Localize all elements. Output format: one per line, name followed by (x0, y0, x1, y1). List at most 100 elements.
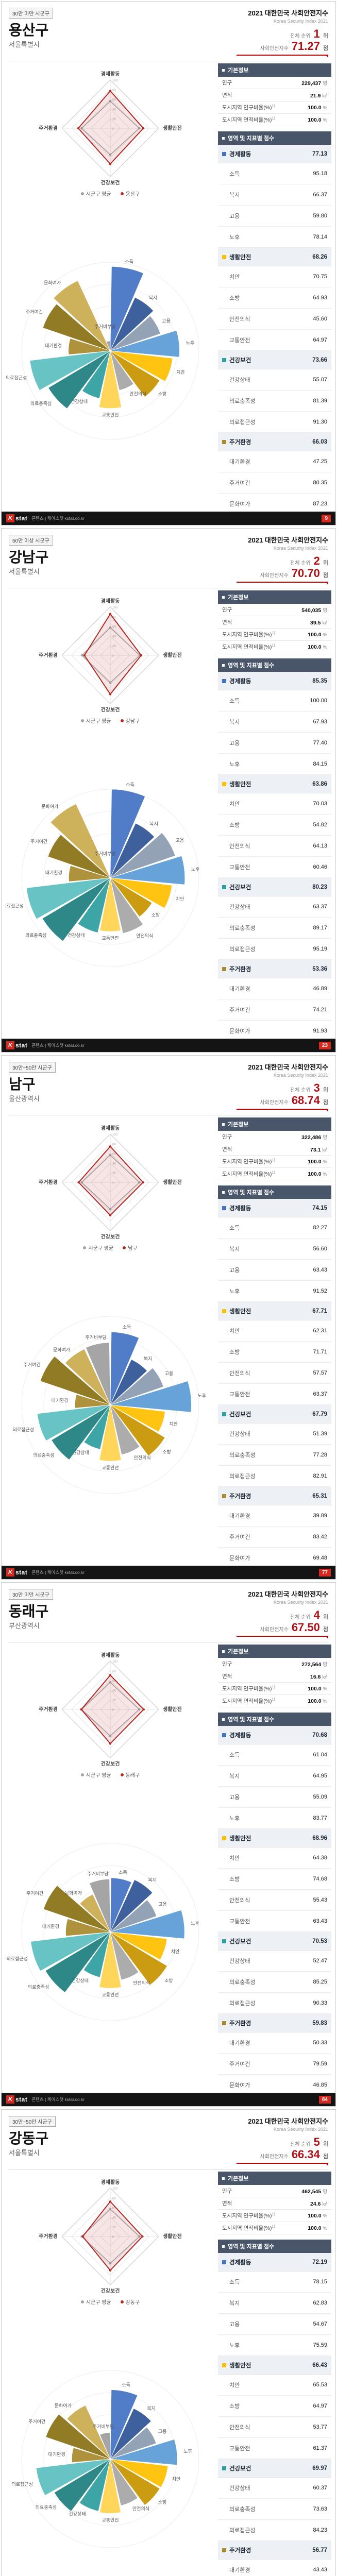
index-score-row: 사회안전지수 71.27 점 (237, 41, 328, 52)
svg-text:경제활동: 경제활동 (101, 1652, 120, 1658)
info-label: 도시지역 인구비율(%)1) (222, 631, 275, 638)
indicator-name: 의료접근성 (229, 946, 256, 953)
svg-text:고용: 고용 (165, 1371, 174, 1376)
info-value: 100.0 (308, 1158, 322, 1165)
radar-legend: 시군구 평균 강남구 (6, 716, 215, 724)
basic-info-table-header: 기본정보 (218, 63, 331, 77)
score-table: 영역 및 지표별 점수 경제활동 70.68 소득 61.04 복지 64.95 고용 55.… (218, 1713, 331, 2106)
indicator-name: 의료접근성 (229, 2001, 256, 2007)
basic-info-rows: 인구 462,545 명 면적 24.6 ㎢ 도시지역 인구비율(%)1) 100.0% 도시지… (218, 2185, 331, 2234)
svg-text:100: 100 (112, 79, 118, 82)
indicator-name: 의료충족성 (229, 1452, 256, 1459)
header-divider (9, 2169, 328, 2170)
indicator-row: 교통안전 64.97 (218, 330, 331, 351)
svg-text:안전의식: 안전의식 (133, 1980, 150, 1986)
rank-value: 4 (313, 1608, 320, 1621)
indicator-name: 고용 (229, 740, 240, 747)
report-subtitle: Korea Security Index 2021 (273, 1600, 328, 1605)
svg-text:100: 100 (112, 1660, 118, 1664)
indicator-score: 64.97 (313, 2403, 327, 2409)
info-value: 100.0 (308, 1171, 322, 1177)
svg-text:의료접근성: 의료접근성 (6, 903, 24, 909)
rose-petal-고용 (110, 315, 161, 351)
district-name: 동래구 (9, 1603, 49, 1619)
category-color-chip (222, 2260, 226, 2264)
score-group-row: 생활안전 68.96 (218, 1829, 331, 1848)
rose-petal-소방 (110, 1931, 167, 1986)
district-size-tag: 30만 미만 시군구 (9, 8, 53, 19)
svg-text:40: 40 (112, 635, 116, 638)
rose-petal-의료접근성 (30, 1931, 111, 1972)
category-name: 건강보건 (229, 357, 251, 364)
svg-text:경제활동: 경제활동 (101, 2179, 120, 2185)
indicator-score: 85.25 (313, 1979, 327, 1985)
info-label: 인구 (222, 607, 232, 613)
indicator-row: 안전의식 53.77 (218, 2417, 331, 2438)
indicator-name: 교통안전 (229, 1392, 250, 1398)
info-unit: 명 (323, 607, 327, 614)
indicator-row: 의료충족성 89.17 (218, 918, 331, 939)
svg-text:60: 60 (112, 1680, 116, 1683)
indicator-row: 안전의식 64.13 (218, 836, 331, 857)
basic-info-row: 면적 21.9 ㎢ (218, 89, 331, 101)
legend-average-label: 시군구 평균 (88, 1245, 114, 1251)
indicator-row: 소득 61.04 (218, 1744, 331, 1766)
indicator-name: 치안 (229, 1855, 240, 1861)
indicator-score: 87.23 (313, 501, 327, 507)
indicator-name: 노후 (229, 2343, 240, 2349)
indicator-name: 의료접근성 (229, 419, 256, 426)
indicator-score: 70.75 (313, 274, 327, 280)
indicator-score: 65.53 (313, 2382, 327, 2388)
legend-item-average: 시군구 평균 (83, 1244, 113, 1251)
indicator-row: 교통안전 60.46 (218, 857, 331, 878)
info-value: 21.9 (310, 92, 321, 99)
info-label: 도시지역 면적비율(%)1) (222, 643, 275, 651)
svg-text:치안: 치안 (176, 369, 185, 375)
indicator-name: 주거여건 (229, 2061, 250, 2067)
info-value: 272,564 (301, 1661, 322, 1668)
indicator-score: 50.33 (313, 2040, 327, 2046)
svg-text:소방: 소방 (158, 391, 167, 396)
rose-petal-대기환경 (72, 2447, 111, 2463)
charts-column: 0 20 40 60 80 100 경제활동 생활안전 건강보건 주거환경 시군구 평균 남구 소… (6, 1117, 215, 1579)
score-table: 영역 및 지표별 점수 경제활동 77.13 소득 95.18 복지 66.37 고용 59.… (218, 131, 331, 525)
legend-item-average: 시군구 평균 (80, 717, 111, 724)
indicator-row: 교통안전 61.37 (218, 2438, 331, 2459)
indicator-score: 63.37 (313, 1391, 327, 1397)
info-value: 24.6 (310, 2200, 321, 2207)
score-unit: 점 (323, 572, 328, 579)
rank-unit: 위 (323, 2141, 328, 2147)
average-series-marker (80, 1773, 84, 1777)
indicator-score: 47.25 (313, 459, 327, 465)
category-color-chip (222, 1309, 226, 1313)
indicator-row: 소방 54.82 (218, 815, 331, 836)
indicator-row: 건강상태 63.37 (218, 896, 331, 918)
rose-petal-고용 (110, 1367, 164, 1405)
info-value-cell: 540,035 명 (301, 606, 327, 614)
svg-text:주거여건: 주거여건 (23, 1362, 40, 1367)
svg-text:대기환경: 대기환경 (45, 870, 62, 875)
score-label: 사회안전지수 (260, 1100, 289, 1106)
indicator-name: 복지 (229, 192, 240, 198)
indicator-score: 56.60 (313, 1246, 327, 1252)
indicator-name: 노후 (229, 761, 240, 768)
rose-petal-복지 (110, 1359, 147, 1405)
index-score-row: 사회안전지수 67.50 점 (237, 1622, 328, 1633)
score-group-row: 경제활동 77.13 (218, 145, 331, 163)
legend-average-label: 시군구 평균 (86, 1772, 111, 1778)
rose-petal-문화여가 (53, 280, 111, 351)
indicator-name: 의료충족성 (229, 2506, 256, 2513)
indicator-row: 소방 64.93 (218, 287, 331, 309)
svg-text:노후: 노후 (198, 1393, 207, 1398)
info-unit: 명 (323, 1662, 327, 1668)
score-unit: 점 (323, 1099, 328, 1106)
charts-column: 0 20 40 60 80 100 경제활동 생활안전 건강보건 주거환경 시군구 평균 동래구 … (6, 1645, 215, 2106)
score-group-row: 경제활동 74.15 (218, 1199, 331, 1217)
score-group-row: 생활안전 67.71 (218, 1302, 331, 1320)
indicator-name: 노후 (229, 234, 240, 241)
basic-info-table: 기본정보 인구 540,035 명 면적 39.5 ㎢ 도시지역 인구비율(%)1) 100.… (218, 590, 331, 653)
info-unit: % (323, 1171, 327, 1177)
